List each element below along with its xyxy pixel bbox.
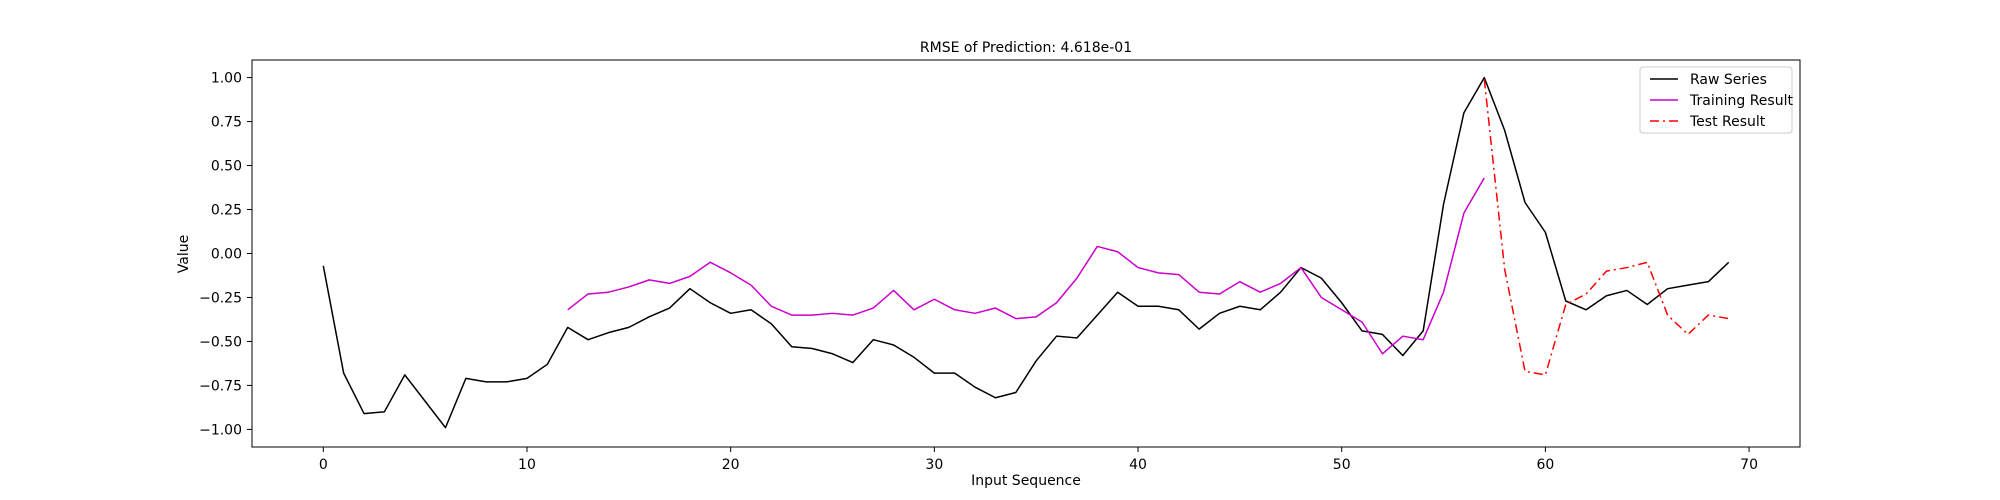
y-tick-label: 0.00 bbox=[211, 247, 242, 263]
x-axis: 0 10 20 30 40 50 60 70 bbox=[319, 447, 1758, 473]
legend: Raw Series Training Result Test Result bbox=[1639, 66, 1793, 134]
x-tick-label: 20 bbox=[722, 457, 740, 473]
x-tick-label: 50 bbox=[1333, 457, 1351, 473]
legend-label: Training Result bbox=[1689, 93, 1793, 109]
y-axis-label: Value bbox=[176, 235, 192, 273]
legend-label: Test Result bbox=[1689, 114, 1766, 130]
x-tick-label: 10 bbox=[518, 457, 536, 473]
legend-label: Raw Series bbox=[1690, 72, 1767, 88]
x-tick-label: 30 bbox=[925, 457, 943, 473]
series-line-2 bbox=[1483, 79, 1729, 376]
y-tick-label: −0.50 bbox=[199, 334, 242, 350]
chart-title: RMSE of Prediction: 4.618e-01 bbox=[920, 40, 1132, 56]
y-tick-label: 0.50 bbox=[211, 159, 242, 175]
y-tick-label: 0.25 bbox=[211, 203, 242, 219]
x-tick-label: 70 bbox=[1740, 457, 1758, 473]
plot-frame bbox=[251, 59, 1801, 448]
y-tick-label: −1.00 bbox=[199, 422, 242, 438]
y-tick-label: 1.00 bbox=[211, 71, 242, 87]
y-tick-label: −0.75 bbox=[199, 378, 242, 394]
y-axis: −1.00 −0.75 −0.50 −0.25 0.00 0.25 0.50 0.75 1.00 bbox=[199, 71, 252, 438]
y-tick-label: 0.75 bbox=[211, 115, 242, 131]
series-line-1 bbox=[567, 177, 1485, 355]
x-tick-label: 40 bbox=[1129, 457, 1147, 473]
y-tick-label: −0.25 bbox=[199, 290, 242, 306]
x-tick-label: 60 bbox=[1536, 457, 1554, 473]
x-tick-label: 0 bbox=[319, 457, 328, 473]
series-line-0 bbox=[322, 76, 1730, 429]
legend-box bbox=[1639, 66, 1793, 134]
plot-area bbox=[322, 76, 1730, 429]
x-axis-label: Input Sequence bbox=[971, 473, 1081, 489]
